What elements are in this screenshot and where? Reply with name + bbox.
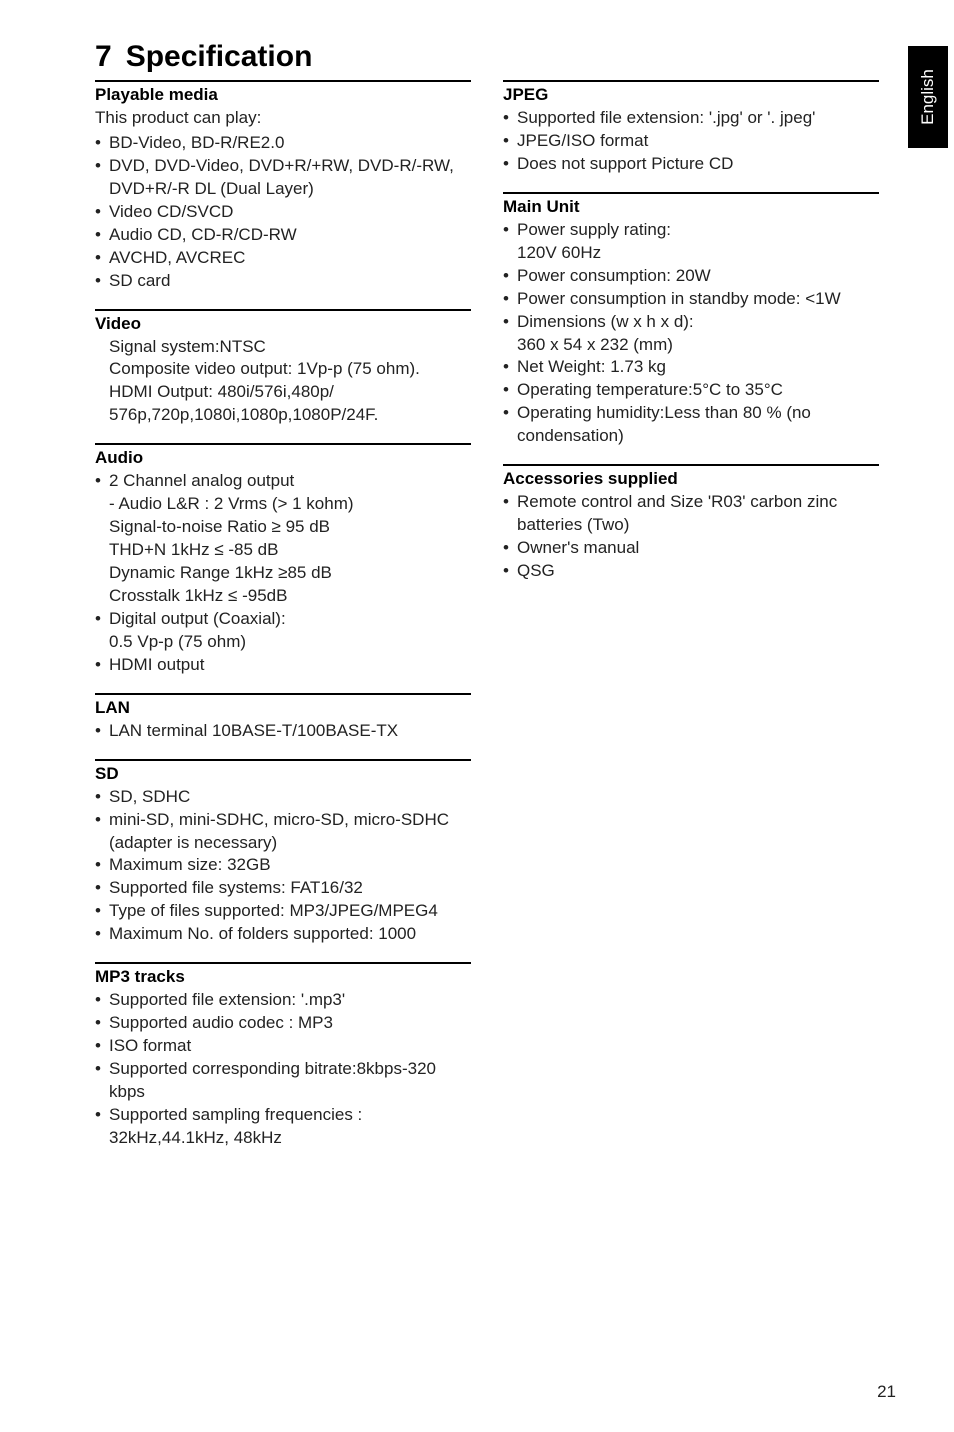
- list-item: Type of files supported: MP3/JPEG/MPEG4: [95, 900, 471, 923]
- list-sd: SD, SDHC mini-SD, mini-SDHC, micro-SD, m…: [95, 786, 471, 947]
- list-item: SD, SDHC: [95, 786, 471, 809]
- list-item: Power consumption in standby mode: <1W: [503, 288, 879, 311]
- intro-playable: This product can play:: [95, 107, 471, 130]
- list-item: LAN terminal 10BASE-T/100BASE-TX: [95, 720, 471, 743]
- list-item: Audio CD, CD-R/CD-RW: [95, 224, 471, 247]
- block-video: Video Signal system:NTSC Composite video…: [95, 309, 471, 428]
- list-item: Composite video output: 1Vp-p (75 ohm).: [95, 358, 471, 381]
- list-item: mini-SD, mini-SDHC, micro-SD, micro-SDHC…: [95, 809, 471, 855]
- list-item: Supported file systems: FAT16/32: [95, 877, 471, 900]
- block-main-unit: Main Unit Power supply rating: 120V 60Hz…: [503, 192, 879, 448]
- list-item: ISO format: [95, 1035, 471, 1058]
- list-item: Signal system:NTSC: [95, 336, 471, 359]
- list-item: Net Weight: 1.73 kg: [503, 356, 879, 379]
- list-item: Remote control and Size 'R03' carbon zin…: [503, 491, 879, 537]
- list-audio: 2 Channel analog output - Audio L&R : 2 …: [95, 470, 471, 676]
- list-item: SD card: [95, 270, 471, 293]
- list-main-unit: Power supply rating: 120V 60Hz Power con…: [503, 219, 879, 448]
- page-number: 21: [877, 1382, 896, 1402]
- list-item: QSG: [503, 560, 879, 583]
- list-mp3: Supported file extension: '.mp3' Support…: [95, 989, 471, 1150]
- section-heading-text: Specification: [126, 40, 313, 73]
- list-item: AVCHD, AVCREC: [95, 247, 471, 270]
- block-sd: SD SD, SDHC mini-SD, mini-SDHC, micro-SD…: [95, 759, 471, 947]
- list-video: Signal system:NTSC Composite video outpu…: [95, 336, 471, 428]
- list-item: Operating temperature:5°C to 35°C: [503, 379, 879, 402]
- list-item: HDMI output: [95, 654, 471, 677]
- list-item: Does not support Picture CD: [503, 153, 879, 176]
- heading-jpeg: JPEG: [503, 80, 879, 105]
- block-lan: LAN LAN terminal 10BASE-T/100BASE-TX: [95, 693, 471, 743]
- list-item: 120V 60Hz: [503, 242, 879, 265]
- list-item: JPEG/ISO format: [503, 130, 879, 153]
- section-number: 7: [95, 40, 112, 73]
- left-column: Playable media This product can play: BD…: [95, 80, 471, 1166]
- heading-mp3: MP3 tracks: [95, 962, 471, 987]
- list-item: 0.5 Vp-p (75 ohm): [95, 631, 471, 654]
- list-item: Power supply rating:: [503, 219, 879, 242]
- list-item: Dimensions (w x h x d):: [503, 311, 879, 334]
- list-item: Owner's manual: [503, 537, 879, 560]
- block-accessories: Accessories supplied Remote control and …: [503, 464, 879, 583]
- list-item: Supported sampling frequencies : 32kHz,4…: [95, 1104, 471, 1150]
- list-item: Maximum No. of folders supported: 1000: [95, 923, 471, 946]
- list-item: Operating humidity:Less than 80 % (no co…: [503, 402, 879, 448]
- list-item: DVD, DVD-Video, DVD+R/+RW, DVD-R/-RW, DV…: [95, 155, 471, 201]
- list-item: Signal-to-noise Ratio ≥ 95 dB: [95, 516, 471, 539]
- heading-main-unit: Main Unit: [503, 192, 879, 217]
- heading-lan: LAN: [95, 693, 471, 718]
- block-audio: Audio 2 Channel analog output - Audio L&…: [95, 443, 471, 676]
- list-item: Crosstalk 1kHz ≤ -95dB: [95, 585, 471, 608]
- list-jpeg: Supported file extension: '.jpg' or '. j…: [503, 107, 879, 176]
- page-content: 7 Specification Playable media This produ…: [0, 0, 954, 1206]
- heading-audio: Audio: [95, 443, 471, 468]
- list-item: Power consumption: 20W: [503, 265, 879, 288]
- list-item: Video CD/SVCD: [95, 201, 471, 224]
- list-item: Maximum size: 32GB: [95, 854, 471, 877]
- heading-accessories: Accessories supplied: [503, 464, 879, 489]
- list-accessories: Remote control and Size 'R03' carbon zin…: [503, 491, 879, 583]
- list-item: BD-Video, BD-R/RE2.0: [95, 132, 471, 155]
- block-mp3: MP3 tracks Supported file extension: '.m…: [95, 962, 471, 1150]
- columns: Playable media This product can play: BD…: [95, 80, 879, 1166]
- heading-playable: Playable media: [95, 80, 471, 105]
- right-column: JPEG Supported file extension: '.jpg' or…: [503, 80, 879, 1166]
- heading-sd: SD: [95, 759, 471, 784]
- list-item: Supported file extension: '.jpg' or '. j…: [503, 107, 879, 130]
- block-jpeg: JPEG Supported file extension: '.jpg' or…: [503, 80, 879, 176]
- list-lan: LAN terminal 10BASE-T/100BASE-TX: [95, 720, 471, 743]
- heading-video: Video: [95, 309, 471, 334]
- list-item: THD+N 1kHz ≤ -85 dB: [95, 539, 471, 562]
- list-item: Digital output (Coaxial):: [95, 608, 471, 631]
- list-item: - Audio L&R : 2 Vrms (> 1 kohm): [95, 493, 471, 516]
- list-item: 2 Channel analog output: [95, 470, 471, 493]
- list-item: Supported audio codec : MP3: [95, 1012, 471, 1035]
- block-playable: Playable media This product can play: BD…: [95, 80, 471, 293]
- list-item: Dynamic Range 1kHz ≥85 dB: [95, 562, 471, 585]
- section-title: 7 Specification: [95, 40, 879, 74]
- list-item: HDMI Output: 480i/576i,480p/ 576p,720p,1…: [95, 381, 471, 427]
- list-item: 360 x 54 x 232 (mm): [503, 334, 879, 357]
- list-playable: BD-Video, BD-R/RE2.0 DVD, DVD-Video, DVD…: [95, 132, 471, 293]
- list-item: Supported corresponding bitrate:8kbps-32…: [95, 1058, 471, 1104]
- list-item: Supported file extension: '.mp3': [95, 989, 471, 1012]
